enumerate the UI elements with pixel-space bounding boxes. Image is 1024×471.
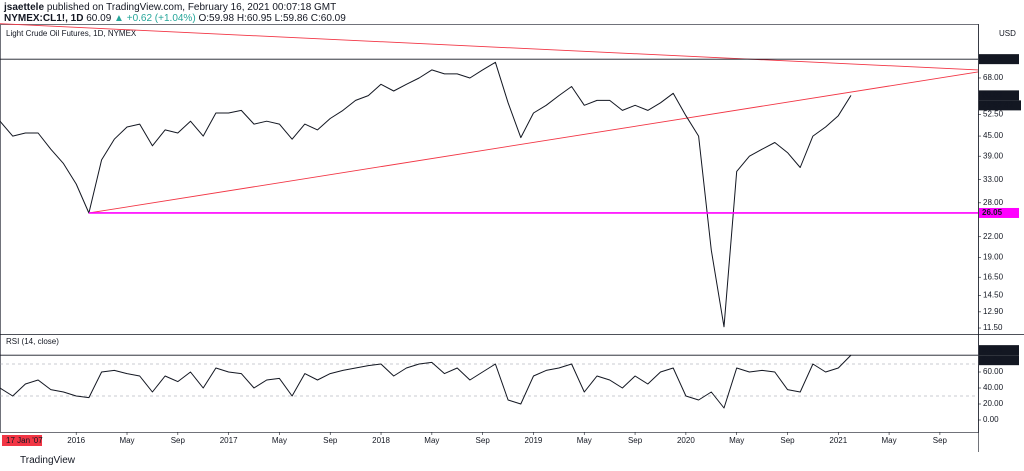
x-tick-label: Sep (323, 436, 338, 445)
y-unit: USD (999, 29, 1016, 38)
level-label-box (979, 207, 1019, 218)
x-tick-label: 2020 (677, 436, 695, 445)
symbol: NYMEX:CL1!, 1D (4, 13, 84, 24)
countdown: 21:52:42 (982, 100, 1014, 109)
x-tick-label: Sep (628, 436, 643, 445)
y-tick-label: 14.50 (983, 291, 1004, 300)
level-label: 26.05 (982, 208, 1003, 217)
author: jsaettele (4, 2, 45, 13)
level-label-box (979, 355, 1019, 366)
symbol-line: NYMEX:CL1!, 1D 60.09 ▲ +0.62 (+1.04%) O:… (4, 13, 346, 24)
series-line (0, 61, 852, 328)
y-tick-label: 45.00 (983, 131, 1004, 140)
y-tick-label: 40.00 (983, 383, 1004, 392)
chart: Light Crude Oil Futures, 1D, NYMEX USD 68.… (0, 23, 1024, 452)
published: published on TradingView.com, February 1… (46, 2, 337, 13)
x-tick-label: May (882, 436, 897, 445)
pane-title: RSI (14, close) (6, 337, 59, 346)
crosshair-label: 17 Jan '07 (6, 436, 43, 445)
y-tick-label: 60.00 (983, 367, 1004, 376)
trendline (0, 23, 979, 71)
last: 60.09 (86, 13, 112, 24)
y-tick-label: 12.90 (983, 307, 1004, 316)
x-tick-label: Sep (933, 436, 948, 445)
trendline (88, 71, 979, 214)
last-value-box (979, 345, 1019, 356)
x-tick-label: May (272, 436, 287, 445)
ohlc: O:59.98 H:60.95 L:59.86 C:60.09 (198, 13, 346, 24)
footer: TradingView (20, 455, 76, 466)
x-tick-label: Sep (171, 436, 186, 445)
crosshair-box (2, 435, 42, 446)
header: jsaettele published on TradingView.com, … (4, 2, 346, 24)
y-tick-label: 52.50 (983, 109, 1004, 118)
y-tick-label: 19.00 (983, 252, 1004, 261)
x-tick-label: 2019 (525, 436, 543, 445)
x-tick-label: May (729, 436, 744, 445)
y-tick-label: 28.00 (983, 198, 1004, 207)
level-label-box (979, 54, 1019, 65)
x-tick-label: May (119, 436, 134, 445)
x-tick-label: 2016 (67, 436, 85, 445)
level-label: 77.74 (982, 54, 1003, 63)
y-tick-label: 68.00 (983, 73, 1004, 82)
y-tick-label: 16.50 (983, 272, 1004, 281)
x-tick-label: May (577, 436, 592, 445)
x-tick-label: May (424, 436, 439, 445)
frame (0, 24, 979, 433)
series-line (0, 354, 852, 409)
x-tick-label: 2018 (372, 436, 390, 445)
level-label: 81.04 (982, 355, 1003, 364)
last-value: 81.08 (982, 345, 1003, 354)
x-tick-label: 2021 (829, 436, 847, 445)
last-value: 60.09 (982, 90, 1003, 99)
x-tick-label: Sep (476, 436, 491, 445)
y-tick-label: 39.00 (983, 151, 1004, 160)
change: ▲ +0.62 (+1.04%) (114, 13, 196, 24)
y-tick-label: 20.00 (983, 399, 1004, 408)
y-tick-label: 0.00 (983, 415, 999, 424)
last-value-box (979, 90, 1019, 101)
y-tick-label: 33.00 (983, 175, 1004, 184)
pane-title: Light Crude Oil Futures, 1D, NYMEX (6, 29, 137, 38)
countdown-box (979, 100, 1021, 111)
x-tick-label: Sep (780, 436, 795, 445)
publish-line: jsaettele published on TradingView.com, … (4, 2, 346, 13)
x-tick-label: 2017 (220, 436, 238, 445)
y-tick-label: 22.00 (983, 232, 1004, 241)
y-tick-label: 11.50 (983, 323, 1003, 332)
